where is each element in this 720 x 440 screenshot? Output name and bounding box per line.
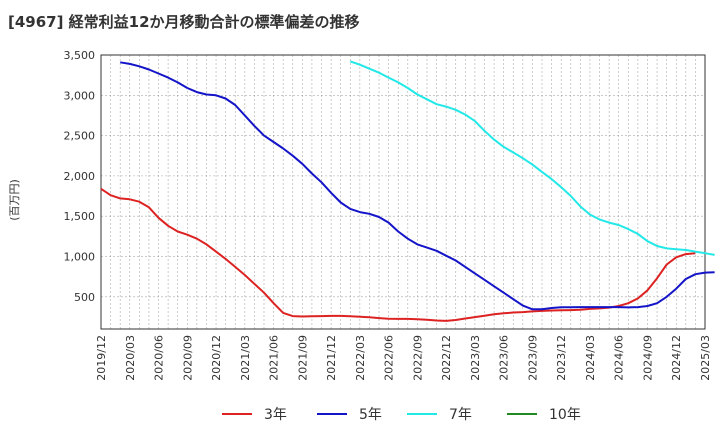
y-tick-label: 1,000 xyxy=(64,250,96,263)
x-tick-label: 2024/06 xyxy=(613,335,626,381)
legend-label: 7年 xyxy=(449,407,472,423)
x-tick-label: 2020/12 xyxy=(210,335,223,381)
series-lines xyxy=(100,60,715,322)
x-tick-label: 2021/03 xyxy=(239,335,252,381)
series-line xyxy=(100,187,696,322)
y-axis-label: (百万円) xyxy=(8,179,21,221)
legend-label: 3年 xyxy=(264,407,287,423)
y-tick-label: 2,500 xyxy=(64,130,96,143)
legend-item: 10年 xyxy=(507,407,581,423)
chart-title: [4967] 経常利益12か月移動合計の標準偏差の推移 xyxy=(8,13,360,31)
legend-label: 10年 xyxy=(549,407,581,423)
series-line xyxy=(120,61,715,311)
x-tick-label: 2024/09 xyxy=(641,335,654,381)
x-axis: 2019/12 2020/03 2020/06 2020/09 2020/12 2021/… xyxy=(95,335,712,381)
x-tick-label: 2020/06 xyxy=(153,335,166,381)
y-tick-label: 3,000 xyxy=(64,89,96,102)
y-tick-label: 3,500 xyxy=(64,49,96,62)
x-tick-label: 2023/03 xyxy=(469,335,482,381)
x-tick-label: 2020/09 xyxy=(181,335,194,381)
x-tick-label: 2021/09 xyxy=(296,335,309,381)
x-tick-label: 2019/12 xyxy=(95,335,108,381)
y-tick-label: 1,500 xyxy=(64,210,96,223)
legend-item: 7年 xyxy=(407,407,472,423)
x-tick-label: 2020/03 xyxy=(124,335,137,381)
legend-item: 5年 xyxy=(317,407,382,423)
y-tick-label: 2,000 xyxy=(64,170,96,183)
x-tick-label: 2022/06 xyxy=(383,335,396,381)
x-tick-label: 2024/12 xyxy=(670,335,683,381)
x-tick-label: 2023/06 xyxy=(498,335,511,381)
x-tick-label: 2024/03 xyxy=(584,335,597,381)
x-tick-label: 2021/06 xyxy=(268,335,281,381)
x-tick-label: 2021/12 xyxy=(325,335,338,381)
grid xyxy=(101,55,705,329)
legend-label: 5年 xyxy=(359,407,382,423)
series-line xyxy=(349,60,715,256)
legend: 3年 5年 7年 10年 xyxy=(222,407,581,423)
x-tick-label: 2022/12 xyxy=(440,335,453,381)
y-axis: 500 1,000 1,500 2,000 2,500 3,000 3,500 xyxy=(64,49,96,304)
x-tick-label: 2022/03 xyxy=(354,335,367,381)
x-tick-label: 2023/09 xyxy=(526,335,539,381)
y-tick-label: 500 xyxy=(74,291,95,304)
x-tick-label: 2025/03 xyxy=(699,335,712,381)
legend-item: 3年 xyxy=(222,407,287,423)
plot-frame xyxy=(100,54,706,330)
x-tick-label: 2022/09 xyxy=(411,335,424,381)
x-tick-label: 2023/12 xyxy=(555,335,568,381)
